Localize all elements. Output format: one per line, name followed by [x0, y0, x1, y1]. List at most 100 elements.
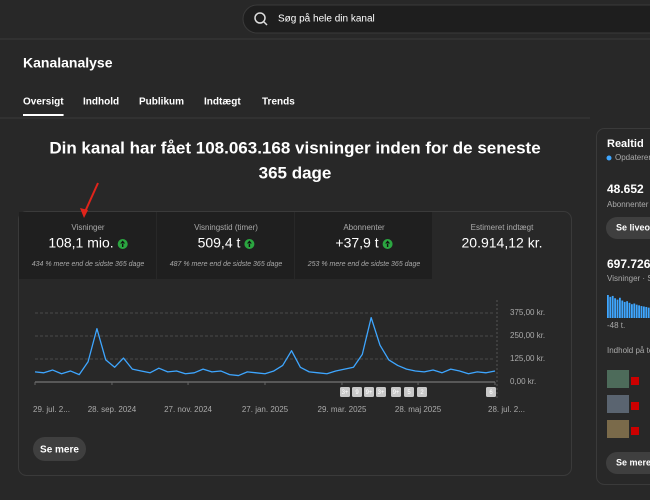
chart-marker[interactable] — [417, 387, 427, 397]
mini-bar — [645, 306, 648, 318]
mini-bar — [611, 295, 614, 318]
tabs: Oversigt Indhold Publikum Indtægt Trends — [23, 97, 295, 116]
x-tick-label: 28. maj 2025 — [395, 405, 442, 414]
chart-marker-label[interactable]: 3+ — [342, 390, 349, 396]
up-icon-arrow — [385, 240, 391, 247]
mini-bar — [626, 301, 628, 318]
tab[interactable]: Oversigt — [23, 97, 64, 108]
chart-marker[interactable] — [404, 387, 414, 397]
metric-note: 253 % mere end de sidste 365 dage — [307, 261, 421, 268]
more-button-label[interactable]: Se mere — [40, 445, 79, 456]
search-placeholder: Søg på hele din kanal — [278, 13, 375, 25]
x-tick-label: 29. mar. 2025 — [318, 405, 367, 414]
content-label: Indhold på to — [607, 346, 650, 355]
mini-bar — [647, 307, 650, 318]
up-icon-arrow — [120, 240, 126, 247]
more-button[interactable] — [33, 437, 86, 461]
search-icon — [263, 21, 268, 26]
metric-value: 509,4 t — [198, 235, 241, 251]
search-icon — [254, 12, 266, 24]
chart-marker-label[interactable]: 6 — [489, 390, 493, 396]
metric-label: Abonnenter — [343, 223, 385, 232]
chart-marker[interactable] — [352, 387, 362, 397]
mini-bar — [614, 298, 616, 318]
mini-bar — [631, 304, 633, 318]
mini-bar — [619, 297, 621, 318]
thumbnail-badge — [631, 402, 639, 410]
subscriber-label: Abonnenter — [607, 200, 649, 209]
mini-bar — [633, 303, 636, 318]
mini-bar — [623, 301, 626, 318]
mini-bar — [609, 296, 612, 318]
mini-bar — [635, 304, 638, 318]
chart-marker-label[interactable]: 5 — [407, 390, 411, 396]
metric-value: 108,1 mio. — [48, 235, 113, 251]
tab[interactable]: Indtægt — [204, 97, 241, 108]
up-icon-arrow — [246, 240, 252, 247]
realtime-more-label[interactable]: Se mere — [616, 457, 650, 467]
views-count: 697.726 — [607, 257, 650, 271]
thumbnail-badge — [631, 427, 639, 435]
mini-bars-axis: -48 t. — [607, 321, 625, 330]
live-button-label[interactable]: Se liveop — [616, 222, 650, 232]
headline: 365 dage — [259, 163, 332, 182]
views-label: Visninger · S — [607, 274, 650, 283]
metric-tile — [19, 212, 156, 279]
chart-marker[interactable] — [340, 387, 350, 397]
chart-marker-label[interactable]: 9 — [355, 390, 359, 396]
page-title: Kanalanalyse — [23, 55, 113, 71]
chart-marker[interactable] — [486, 387, 496, 397]
thumbnail-badge — [631, 377, 639, 385]
mini-bars — [607, 295, 650, 318]
headline: Din kanal har fået 108.063.168 visninger… — [49, 138, 540, 157]
metric-value: 20.914,12 kr. — [462, 235, 543, 251]
x-tick-label: 27. nov. 2024 — [164, 405, 212, 414]
metric-label: Estimeret indtægt — [471, 223, 534, 232]
annotation-arrow-head — [80, 208, 88, 218]
metric-tile — [295, 212, 432, 279]
metric-note: 487 % mere end de sidste 365 dage — [170, 261, 283, 268]
chart-marker[interactable] — [364, 387, 374, 397]
tab[interactable]: Indhold — [83, 97, 119, 108]
metric-value: +37,9 t — [335, 235, 378, 251]
tab[interactable]: Publikum — [139, 97, 184, 108]
x-tick-label: 28. jul. 2... — [488, 405, 525, 414]
x-tick-label: 27. jan. 2025 — [242, 405, 289, 414]
plot: 0,00 kr.125,00 kr.250,00 kr.375,00 kr.29… — [33, 300, 545, 414]
realtime-title: Realtid — [607, 138, 644, 150]
search-bar[interactable] — [242, 4, 650, 34]
chart-marker-label[interactable]: 2 — [420, 390, 424, 396]
card — [18, 211, 572, 476]
thumbnail[interactable] — [607, 395, 629, 413]
realtime-more-button[interactable] — [606, 452, 650, 474]
mini-bar — [616, 299, 619, 318]
thumbnail[interactable] — [607, 370, 629, 388]
chart-marker-label[interactable]: 9+ — [393, 390, 400, 396]
status-dot — [606, 155, 612, 161]
live-button[interactable] — [606, 217, 650, 239]
y-tick-label: 0,00 kr. — [510, 377, 536, 386]
metric-label: Visningstid (timer) — [194, 223, 258, 232]
tab-underline — [23, 114, 64, 116]
annotation-arrow — [83, 182, 99, 215]
y-tick-label: 125,00 kr. — [510, 354, 545, 363]
mini-bar — [628, 302, 631, 318]
chart-marker-label[interactable]: 9+ — [366, 390, 373, 396]
mini-bar — [638, 305, 640, 318]
metrics: Visninger 108,1 mio. 434 % mere end de sid… — [19, 212, 542, 279]
y-tick-label: 250,00 kr. — [510, 331, 545, 340]
x-tick-label: 29. jul. 2... — [33, 405, 70, 414]
x-tick-label: 28. sep. 2024 — [88, 405, 137, 414]
thumbnail[interactable] — [607, 420, 629, 438]
chart-marker-label[interactable]: 3+ — [378, 390, 385, 396]
metric-note: 434 % mere end de sidste 365 dage — [32, 261, 145, 268]
subscriber-count: 48.652 — [607, 182, 644, 196]
tab[interactable]: Trends — [262, 97, 295, 108]
chart-marker[interactable] — [391, 387, 401, 397]
metric-tile — [157, 212, 294, 279]
y-tick-label: 375,00 kr. — [510, 308, 545, 317]
mini-bar — [643, 306, 645, 318]
chart-marker[interactable] — [376, 387, 386, 397]
